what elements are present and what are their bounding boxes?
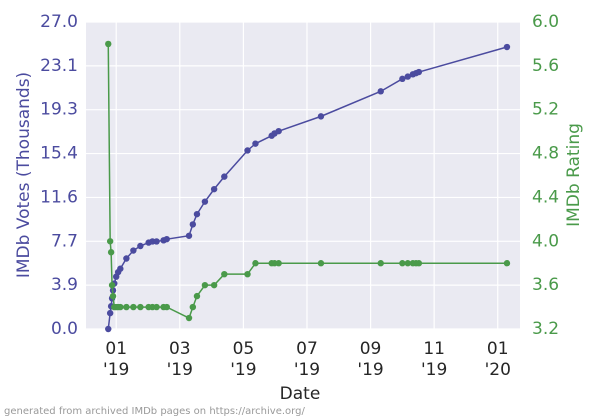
y-tick-label: 23.1 — [40, 56, 78, 76]
y2-tick-label: 3.6 — [532, 275, 559, 295]
data-point — [163, 303, 170, 311]
data-point — [106, 238, 114, 245]
data-point — [404, 73, 411, 80]
x-tick-label: 07 — [296, 339, 318, 359]
x-tick-label: '19 — [230, 360, 256, 380]
data-point — [105, 325, 112, 333]
data-point — [193, 210, 201, 218]
y-tick-label: 27.0 — [40, 12, 78, 32]
y-tick-label: 3.9 — [51, 275, 78, 295]
x-axis-label: Date — [280, 384, 321, 404]
x-tick-label: 01 — [105, 339, 127, 359]
data-point — [317, 260, 325, 267]
data-point — [117, 303, 124, 311]
data-point — [503, 260, 511, 267]
data-point — [317, 113, 325, 120]
x-tick-label: 09 — [360, 339, 382, 359]
y2-tick-label: 4.0 — [532, 231, 559, 251]
data-point — [185, 314, 193, 322]
data-point — [123, 303, 130, 311]
y2-tick-label: 6.0 — [532, 12, 559, 32]
x-tick-label: 11 — [423, 339, 445, 359]
data-point — [210, 281, 218, 289]
data-point — [399, 75, 406, 83]
data-point — [244, 147, 251, 154]
x-tick-label: '19 — [103, 360, 129, 380]
data-point — [105, 40, 112, 48]
data-point — [130, 303, 137, 311]
data-point — [221, 270, 228, 278]
data-point — [275, 260, 282, 267]
footnote: generated from archived IMDb pages on ht… — [4, 406, 305, 417]
data-point — [137, 303, 144, 311]
data-point — [244, 270, 251, 278]
data-point — [252, 140, 259, 147]
data-point — [185, 232, 193, 239]
data-point — [109, 292, 117, 300]
data-point — [377, 88, 384, 95]
data-point — [107, 249, 115, 256]
x-tick-label: 05 — [233, 339, 255, 359]
y-tick-label: 7.7 — [51, 231, 78, 251]
data-point — [377, 260, 384, 267]
data-point — [201, 281, 209, 289]
data-point — [252, 260, 259, 267]
y-tick-label: 15.4 — [40, 144, 78, 164]
data-point — [153, 303, 160, 311]
y-tick-label: 0.0 — [51, 319, 78, 339]
data-point — [137, 242, 144, 250]
x-tick-label: '19 — [421, 360, 447, 380]
x-tick-label: 01 — [487, 339, 509, 359]
x-tick-label: '20 — [485, 360, 511, 380]
y-tick-label: 11.6 — [40, 187, 78, 207]
x-tick-label: '19 — [357, 360, 383, 380]
data-point — [210, 185, 218, 193]
data-point — [221, 173, 228, 180]
x-tick-label: 03 — [169, 339, 191, 359]
y2-axis-label: IMDb Rating — [564, 123, 584, 227]
y2-tick-label: 4.4 — [532, 187, 559, 207]
data-point — [275, 127, 282, 135]
data-point — [189, 221, 197, 228]
y2-tick-label: 4.8 — [532, 144, 559, 164]
y2-tick-label: 5.6 — [532, 56, 559, 76]
plot-area — [86, 22, 520, 329]
data-point — [189, 303, 197, 311]
data-point — [163, 235, 170, 243]
data-point — [415, 260, 423, 267]
data-point — [123, 255, 130, 262]
data-point — [117, 265, 124, 272]
data-point — [404, 260, 411, 267]
y2-tick-label: 5.2 — [532, 100, 559, 120]
data-point — [503, 43, 511, 51]
x-tick-label: '19 — [294, 360, 320, 380]
data-point — [415, 68, 423, 76]
y2-tick-label: 3.2 — [532, 319, 559, 339]
data-point — [106, 309, 114, 317]
data-point — [201, 198, 209, 205]
y-axis-label: IMDb Votes (Thousands) — [14, 72, 34, 278]
data-point — [399, 260, 406, 267]
x-tick-label: '19 — [167, 360, 193, 380]
data-point — [153, 238, 160, 245]
y-tick-label: 19.3 — [40, 100, 78, 120]
data-point — [108, 281, 116, 289]
data-point — [130, 247, 137, 254]
data-point — [193, 292, 201, 300]
